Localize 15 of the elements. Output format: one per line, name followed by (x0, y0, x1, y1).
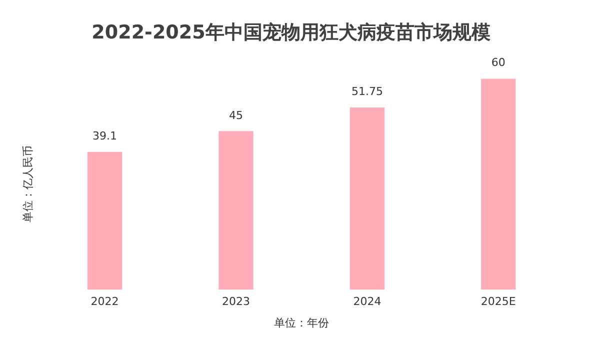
bar (350, 107, 385, 290)
chart-title: 2022-2025年中国宠物用狂犬病疫苗市场规模 (92, 21, 490, 44)
y-axis-title: 单位：亿人民币 (21, 146, 34, 223)
data-label: 51.75 (351, 85, 383, 98)
x-axis-title: 单位：年份 (274, 316, 330, 330)
data-label: 60 (491, 56, 506, 70)
x-tick-label: 2023 (222, 295, 250, 308)
bar (87, 152, 122, 290)
bar (218, 131, 254, 290)
bar (481, 78, 516, 290)
data-label: 39.1 (92, 130, 118, 143)
x-tick-label: 2025E (480, 295, 516, 308)
x-tick-label: 2024 (353, 295, 382, 308)
data-label: 45 (229, 108, 243, 122)
x-tick-label: 2022 (90, 295, 119, 308)
